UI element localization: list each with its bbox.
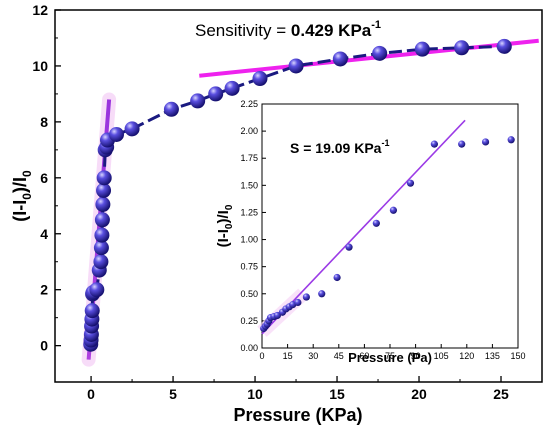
main-data-point [190,93,206,109]
main-data-point [96,182,112,198]
main-y-tick-label: 0 [40,338,48,354]
main-y-tick-label: 8 [40,114,48,130]
inset-sensitivity-annotation: S = 19.09 KPa-1 [290,138,389,156]
inset-data-point [345,243,353,251]
inset-x-tick-label: 150 [510,351,525,361]
inset-fit-line [261,119,466,335]
inset-data-point [294,298,302,307]
inset-data-point [302,293,310,301]
inset-x-tick-label: 90 [411,351,421,361]
main-x-tick-label: 15 [329,386,345,402]
inset-x-axis-label: Pressure (Pa) [348,350,432,365]
inset-x-tick-label: 135 [485,351,500,361]
main-data-point [89,282,105,298]
main-sensitivity-annotation: Sensitivity = 0.429 KPa-1 [195,19,381,40]
inset-x-tick-label: 45 [334,351,344,361]
inset-y-tick-label: 1.25 [240,207,258,217]
main-data-point [208,86,224,102]
inset-data-point [458,140,466,148]
main-data-point [163,101,179,117]
inset-data-point [333,273,341,282]
inset-data-point [273,311,281,320]
inset-y-tick-label: 1.50 [240,180,258,190]
main-x-tick-label: 20 [411,386,427,402]
main-data-point [252,71,268,87]
main-data-point [94,212,110,228]
main-data-point [414,41,430,57]
main-y-tick-label: 6 [40,170,48,186]
main-data-point [93,254,109,270]
inset-y-tick-label: 1.75 [240,153,258,163]
inset-y-tick-label: 2.00 [240,126,258,136]
inset-x-tick-label: 105 [434,351,449,361]
inset-plot-frame [261,103,519,349]
inset-y-tick-label: 1.00 [240,235,258,245]
main-y-tick-label: 10 [32,58,48,74]
inset-y-tick-label: 0.25 [240,316,258,326]
inset-y-tick-label: 0.00 [240,343,258,353]
inset-y-axis-label: (I-I0)/I0 [215,204,235,247]
main-data-point [288,58,304,74]
main-data-point [95,196,111,212]
main-x-tick-label: 10 [247,386,263,402]
main-data-point [96,170,112,186]
main-data-point [332,51,348,67]
inset-y-tick-label: 0.75 [240,262,258,272]
main-data-point [224,80,240,96]
main-data-point [372,45,388,61]
main-data-point [84,303,100,319]
main-y-axis-label: (I-I0)/I0 [10,170,34,222]
inset-x-tick-label: 15 [283,351,293,361]
inset-data-point [372,219,380,227]
main-y-tick-label: 2 [40,282,48,298]
inset-data-point [318,290,326,298]
main-data-point [93,240,109,256]
inset-x-tick-label: 75 [385,351,395,361]
main-x-tick-label: 0 [87,386,95,402]
inset-data-point [507,136,515,144]
main-x-tick-label: 25 [493,386,509,402]
inset-x-tick-label: 60 [359,351,369,361]
main-data-point [124,121,140,137]
main-data-point [94,227,110,243]
main-y-tick-label: 12 [32,2,48,18]
inset-data-point [481,138,490,146]
main-data-point [496,38,512,54]
inset-y-tick-label: 2.25 [240,99,258,109]
main-x-axis-label: Pressure (KPa) [233,405,362,425]
main-y-tick-label: 4 [40,226,48,242]
inset-x-tick-label: 30 [308,351,318,361]
inset-x-tick-label: 0 [259,351,264,361]
inset-data-point [389,206,398,214]
main-data-point [108,126,124,142]
inset-data-point [430,140,438,148]
main-data-point [454,40,470,56]
inset-y-tick-label: 0.50 [240,289,258,299]
inset-x-tick-label: 120 [459,351,474,361]
main-plot-frame [54,9,543,383]
main-x-tick-label: 5 [169,386,177,402]
inset-data-point [406,179,415,187]
